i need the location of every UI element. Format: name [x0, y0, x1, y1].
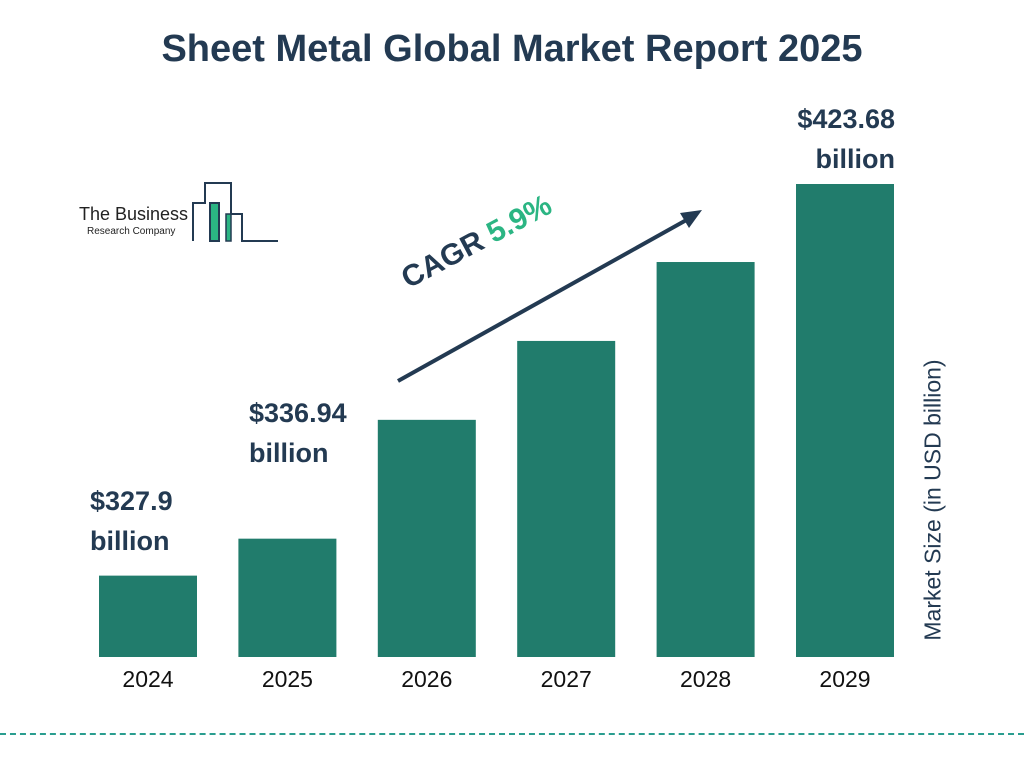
y-axis-label: Market Size (in USD billion) — [919, 359, 946, 641]
logo-text-line1: The Business — [79, 204, 189, 224]
data-label-2025: $336.94 billion — [249, 398, 347, 468]
chart-title: Sheet Metal Global Market Report 2025 — [161, 28, 863, 70]
logo-buildings-icon — [192, 182, 278, 242]
bar-2025 — [238, 538, 337, 657]
cagr-arrow-head-icon — [680, 210, 702, 228]
bar-2029 — [796, 184, 894, 657]
bar-2024 — [99, 575, 197, 657]
x-tick-2026: 2026 — [401, 666, 452, 692]
bar-2028 — [656, 262, 755, 657]
data-label-2029: $423.68 billion — [797, 104, 895, 174]
x-tick-2025: 2025 — [262, 666, 313, 692]
logo-text-line2: Research Company — [87, 226, 176, 237]
cagr-arrow-line — [397, 216, 691, 383]
bar-2026 — [377, 419, 476, 657]
x-tick-2024: 2024 — [122, 666, 173, 692]
x-tick-2029: 2029 — [819, 666, 870, 692]
bar-2027 — [517, 340, 616, 657]
data-label-2024: $327.9 billion — [90, 486, 173, 556]
x-tick-2027: 2027 — [541, 666, 592, 692]
company-logo: The Business Research Company — [78, 180, 288, 245]
footer-divider — [0, 733, 1024, 735]
x-tick-2028: 2028 — [680, 666, 731, 692]
